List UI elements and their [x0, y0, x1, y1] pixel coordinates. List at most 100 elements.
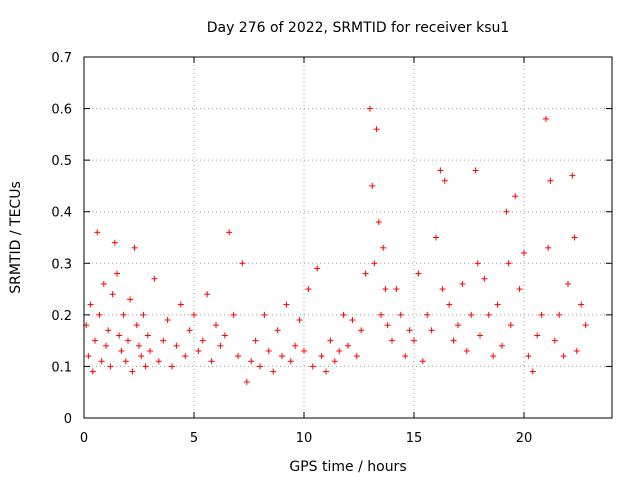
- data-point: [565, 280, 571, 287]
- data-point: [248, 358, 255, 365]
- data-point: [393, 286, 400, 293]
- data-point: [538, 311, 545, 318]
- data-point: [103, 342, 109, 349]
- data-point: [127, 296, 134, 303]
- data-point: [195, 347, 202, 354]
- data-point: [177, 301, 184, 308]
- data-point: [485, 311, 492, 318]
- x-tick-label: 10: [296, 431, 313, 446]
- data-point: [252, 337, 259, 344]
- data-point: [336, 347, 343, 354]
- data-point: [131, 244, 138, 251]
- data-point: [505, 260, 512, 267]
- data-point: [173, 342, 180, 349]
- data-point: [204, 291, 211, 298]
- data-point: [239, 260, 246, 267]
- data-point: [318, 353, 325, 360]
- data-point: [378, 311, 384, 318]
- data-point: [474, 260, 481, 267]
- data-point: [380, 244, 387, 251]
- data-point: [481, 275, 488, 282]
- data-point: [186, 327, 193, 334]
- data-point: [446, 301, 453, 308]
- data-point: [571, 234, 578, 241]
- data-point: [525, 353, 532, 360]
- data-point: [556, 311, 563, 318]
- data-point: [327, 337, 334, 344]
- data-point: [111, 239, 118, 246]
- y-tick-label: 0.5: [51, 154, 72, 169]
- data-point: [411, 337, 417, 344]
- data-point: [160, 337, 167, 344]
- data-point: [274, 327, 281, 334]
- y-tick-label: 0.1: [51, 360, 72, 375]
- data-point: [87, 301, 94, 308]
- data-point: [138, 353, 145, 360]
- data-point: [494, 301, 501, 308]
- data-point: [107, 363, 114, 370]
- data-point: [140, 311, 147, 318]
- data-point: [373, 126, 380, 133]
- data-point: [182, 353, 189, 360]
- data-point: [340, 311, 347, 318]
- data-point: [292, 342, 299, 349]
- data-points-layer: [83, 105, 589, 385]
- data-point: [114, 270, 120, 277]
- y-tick-label: 0.6: [51, 103, 72, 118]
- data-point: [314, 265, 321, 272]
- data-point: [578, 301, 585, 308]
- data-point: [459, 280, 466, 287]
- data-point: [142, 363, 149, 370]
- y-axis-label: SRMTID / TECUs: [8, 181, 24, 294]
- data-point: [406, 327, 413, 334]
- data-point: [279, 353, 285, 360]
- data-point: [129, 368, 136, 375]
- data-point: [125, 337, 131, 344]
- data-point: [221, 332, 228, 339]
- data-point: [230, 311, 237, 318]
- data-point: [309, 363, 316, 370]
- data-point: [428, 327, 435, 334]
- data-point: [164, 317, 171, 324]
- data-point: [235, 353, 241, 360]
- y-tick-label: 0.2: [51, 309, 72, 324]
- data-point: [384, 322, 391, 329]
- data-point: [437, 167, 444, 174]
- data-point: [468, 311, 475, 318]
- data-point: [402, 353, 409, 360]
- data-point: [503, 208, 510, 215]
- data-point: [529, 368, 536, 375]
- data-point: [397, 311, 404, 318]
- chart-title: Day 276 of 2022, SRMTID for receiver ksu…: [207, 20, 510, 36]
- data-point: [120, 311, 127, 318]
- data-point: [243, 378, 250, 385]
- data-point: [516, 286, 523, 293]
- grid-layer: [84, 57, 612, 418]
- data-point: [507, 322, 514, 329]
- data-point: [89, 368, 96, 375]
- data-point: [547, 177, 554, 184]
- data-point: [265, 347, 272, 354]
- data-point: [389, 337, 395, 344]
- data-point: [582, 322, 589, 329]
- data-point: [543, 115, 549, 122]
- data-point: [345, 342, 351, 349]
- data-point: [169, 363, 175, 370]
- data-point: [226, 229, 233, 236]
- x-tick-label: 20: [516, 431, 533, 446]
- data-point: [521, 249, 527, 256]
- data-point: [100, 280, 107, 287]
- data-point: [283, 301, 290, 308]
- data-point: [433, 234, 439, 241]
- data-point: [305, 286, 312, 293]
- data-point: [441, 177, 448, 184]
- data-point: [323, 368, 329, 375]
- data-point: [199, 337, 206, 344]
- data-point: [499, 342, 505, 349]
- y-tick-label: 0: [64, 412, 72, 427]
- data-point: [353, 353, 360, 360]
- axis-layer: 0 5 10 15 20 0 0.1 0.2 0.3 0.4 0.5 0.6 0.7: [51, 51, 612, 446]
- data-point: [512, 193, 519, 200]
- data-point: [92, 337, 98, 344]
- data-point: [85, 353, 92, 360]
